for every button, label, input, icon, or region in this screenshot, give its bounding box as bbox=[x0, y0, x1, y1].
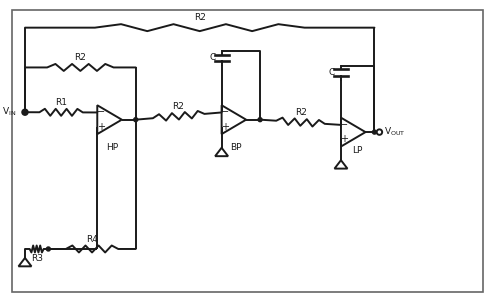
Text: R2: R2 bbox=[194, 13, 206, 22]
Text: C: C bbox=[329, 69, 335, 77]
Text: R4: R4 bbox=[86, 235, 98, 243]
Circle shape bbox=[46, 247, 50, 251]
Text: R1: R1 bbox=[55, 98, 67, 107]
Text: R3: R3 bbox=[31, 254, 43, 263]
Circle shape bbox=[134, 118, 138, 122]
Text: R2: R2 bbox=[172, 102, 184, 111]
Text: +: + bbox=[340, 134, 348, 144]
Text: −: − bbox=[221, 108, 229, 117]
Text: R2: R2 bbox=[295, 108, 307, 117]
Text: −: − bbox=[97, 108, 105, 117]
Text: V$_{\mathregular{OUT}}$: V$_{\mathregular{OUT}}$ bbox=[384, 126, 406, 138]
Text: LP: LP bbox=[352, 146, 363, 155]
Text: C: C bbox=[210, 53, 216, 63]
Text: +: + bbox=[221, 122, 229, 132]
Text: HP: HP bbox=[106, 143, 118, 152]
Text: V$_{\mathregular{IN}}$: V$_{\mathregular{IN}}$ bbox=[2, 106, 16, 118]
Circle shape bbox=[372, 130, 376, 134]
Circle shape bbox=[23, 110, 27, 114]
Circle shape bbox=[258, 118, 262, 122]
Text: −: − bbox=[340, 120, 348, 130]
Text: +: + bbox=[97, 122, 105, 132]
Text: R2: R2 bbox=[74, 53, 86, 62]
Text: BP: BP bbox=[231, 143, 242, 152]
